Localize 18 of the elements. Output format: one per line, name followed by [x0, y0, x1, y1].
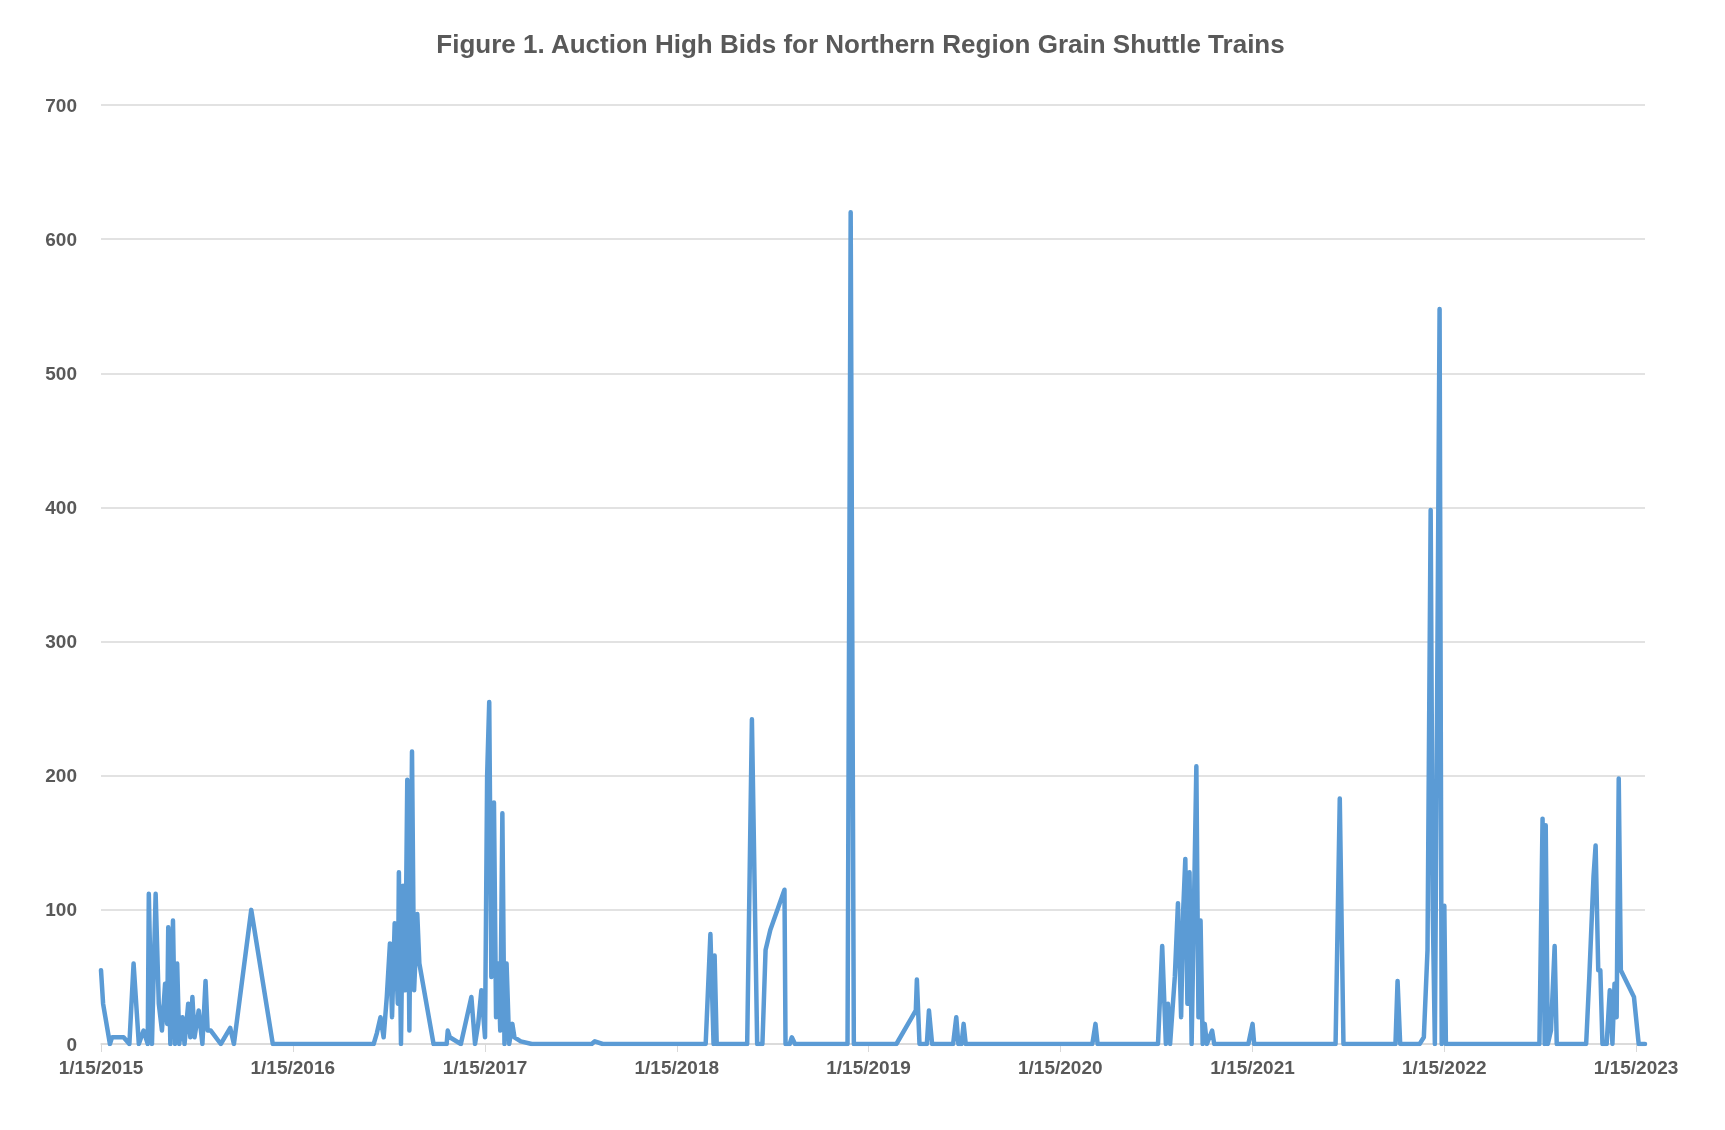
y-tick-label: 300: [45, 631, 77, 653]
x-tick-label: 1/15/2020: [1018, 1057, 1103, 1078]
x-tick-label: 1/15/2021: [1210, 1057, 1296, 1078]
x-tick-label: 1/15/2018: [634, 1057, 720, 1078]
x-tick-label: 1/15/2022: [1402, 1057, 1487, 1078]
y-tick-label: 400: [45, 496, 77, 518]
y-tick-label: 600: [45, 228, 77, 250]
x-tick-label: 1/15/2015: [58, 1057, 144, 1078]
y-tick-label: 500: [45, 362, 77, 384]
y-tick-label: 0: [66, 1033, 77, 1055]
chart-title: Figure 1. Auction High Bids for Northern Region Grain Shuttle Trains: [436, 29, 1285, 59]
y-tick-label: 100: [45, 899, 77, 921]
x-tick-label: 1/15/2023: [1593, 1057, 1679, 1078]
x-tick-label: 1/15/2017: [442, 1057, 528, 1078]
x-tick-label: 1/15/2019: [826, 1057, 911, 1078]
y-tick-label: 200: [45, 765, 77, 787]
y-tick-label: 700: [45, 94, 77, 116]
x-tick-label: 1/15/2016: [250, 1057, 336, 1078]
